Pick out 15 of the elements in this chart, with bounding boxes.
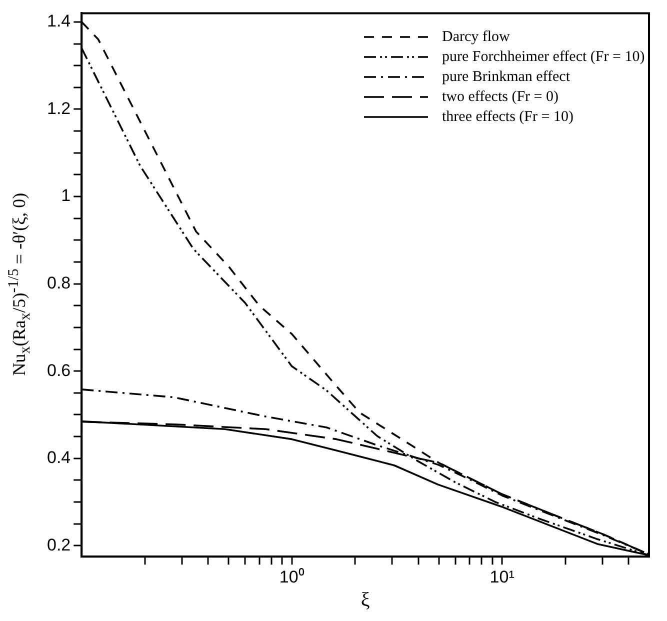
y-tick-label: 0.2 [46,535,71,554]
y-tick-label: 0.6 [46,360,71,380]
legend-label: pure Brinkman effect [442,68,570,88]
y-tick-label: 1.2 [46,98,71,118]
legend-label: pure Forchheimer effect (Fr = 10) [442,48,645,68]
x-tick-label: 10¹ [490,567,515,586]
legend-label: two effects (Fr = 0) [442,88,558,108]
y-tick-label: 0.8 [46,273,71,292]
x-axis-title: ξ [360,588,370,612]
y-tick-label: 1 [61,186,71,206]
x-tick-label: 10⁰ [279,567,304,586]
y-tick-label: 0.4 [46,448,71,468]
legend-label: three effects (Fr = 10) [442,108,574,128]
legend-label: Darcy flow [442,28,510,48]
y-tick-label: 1.4 [46,12,71,31]
